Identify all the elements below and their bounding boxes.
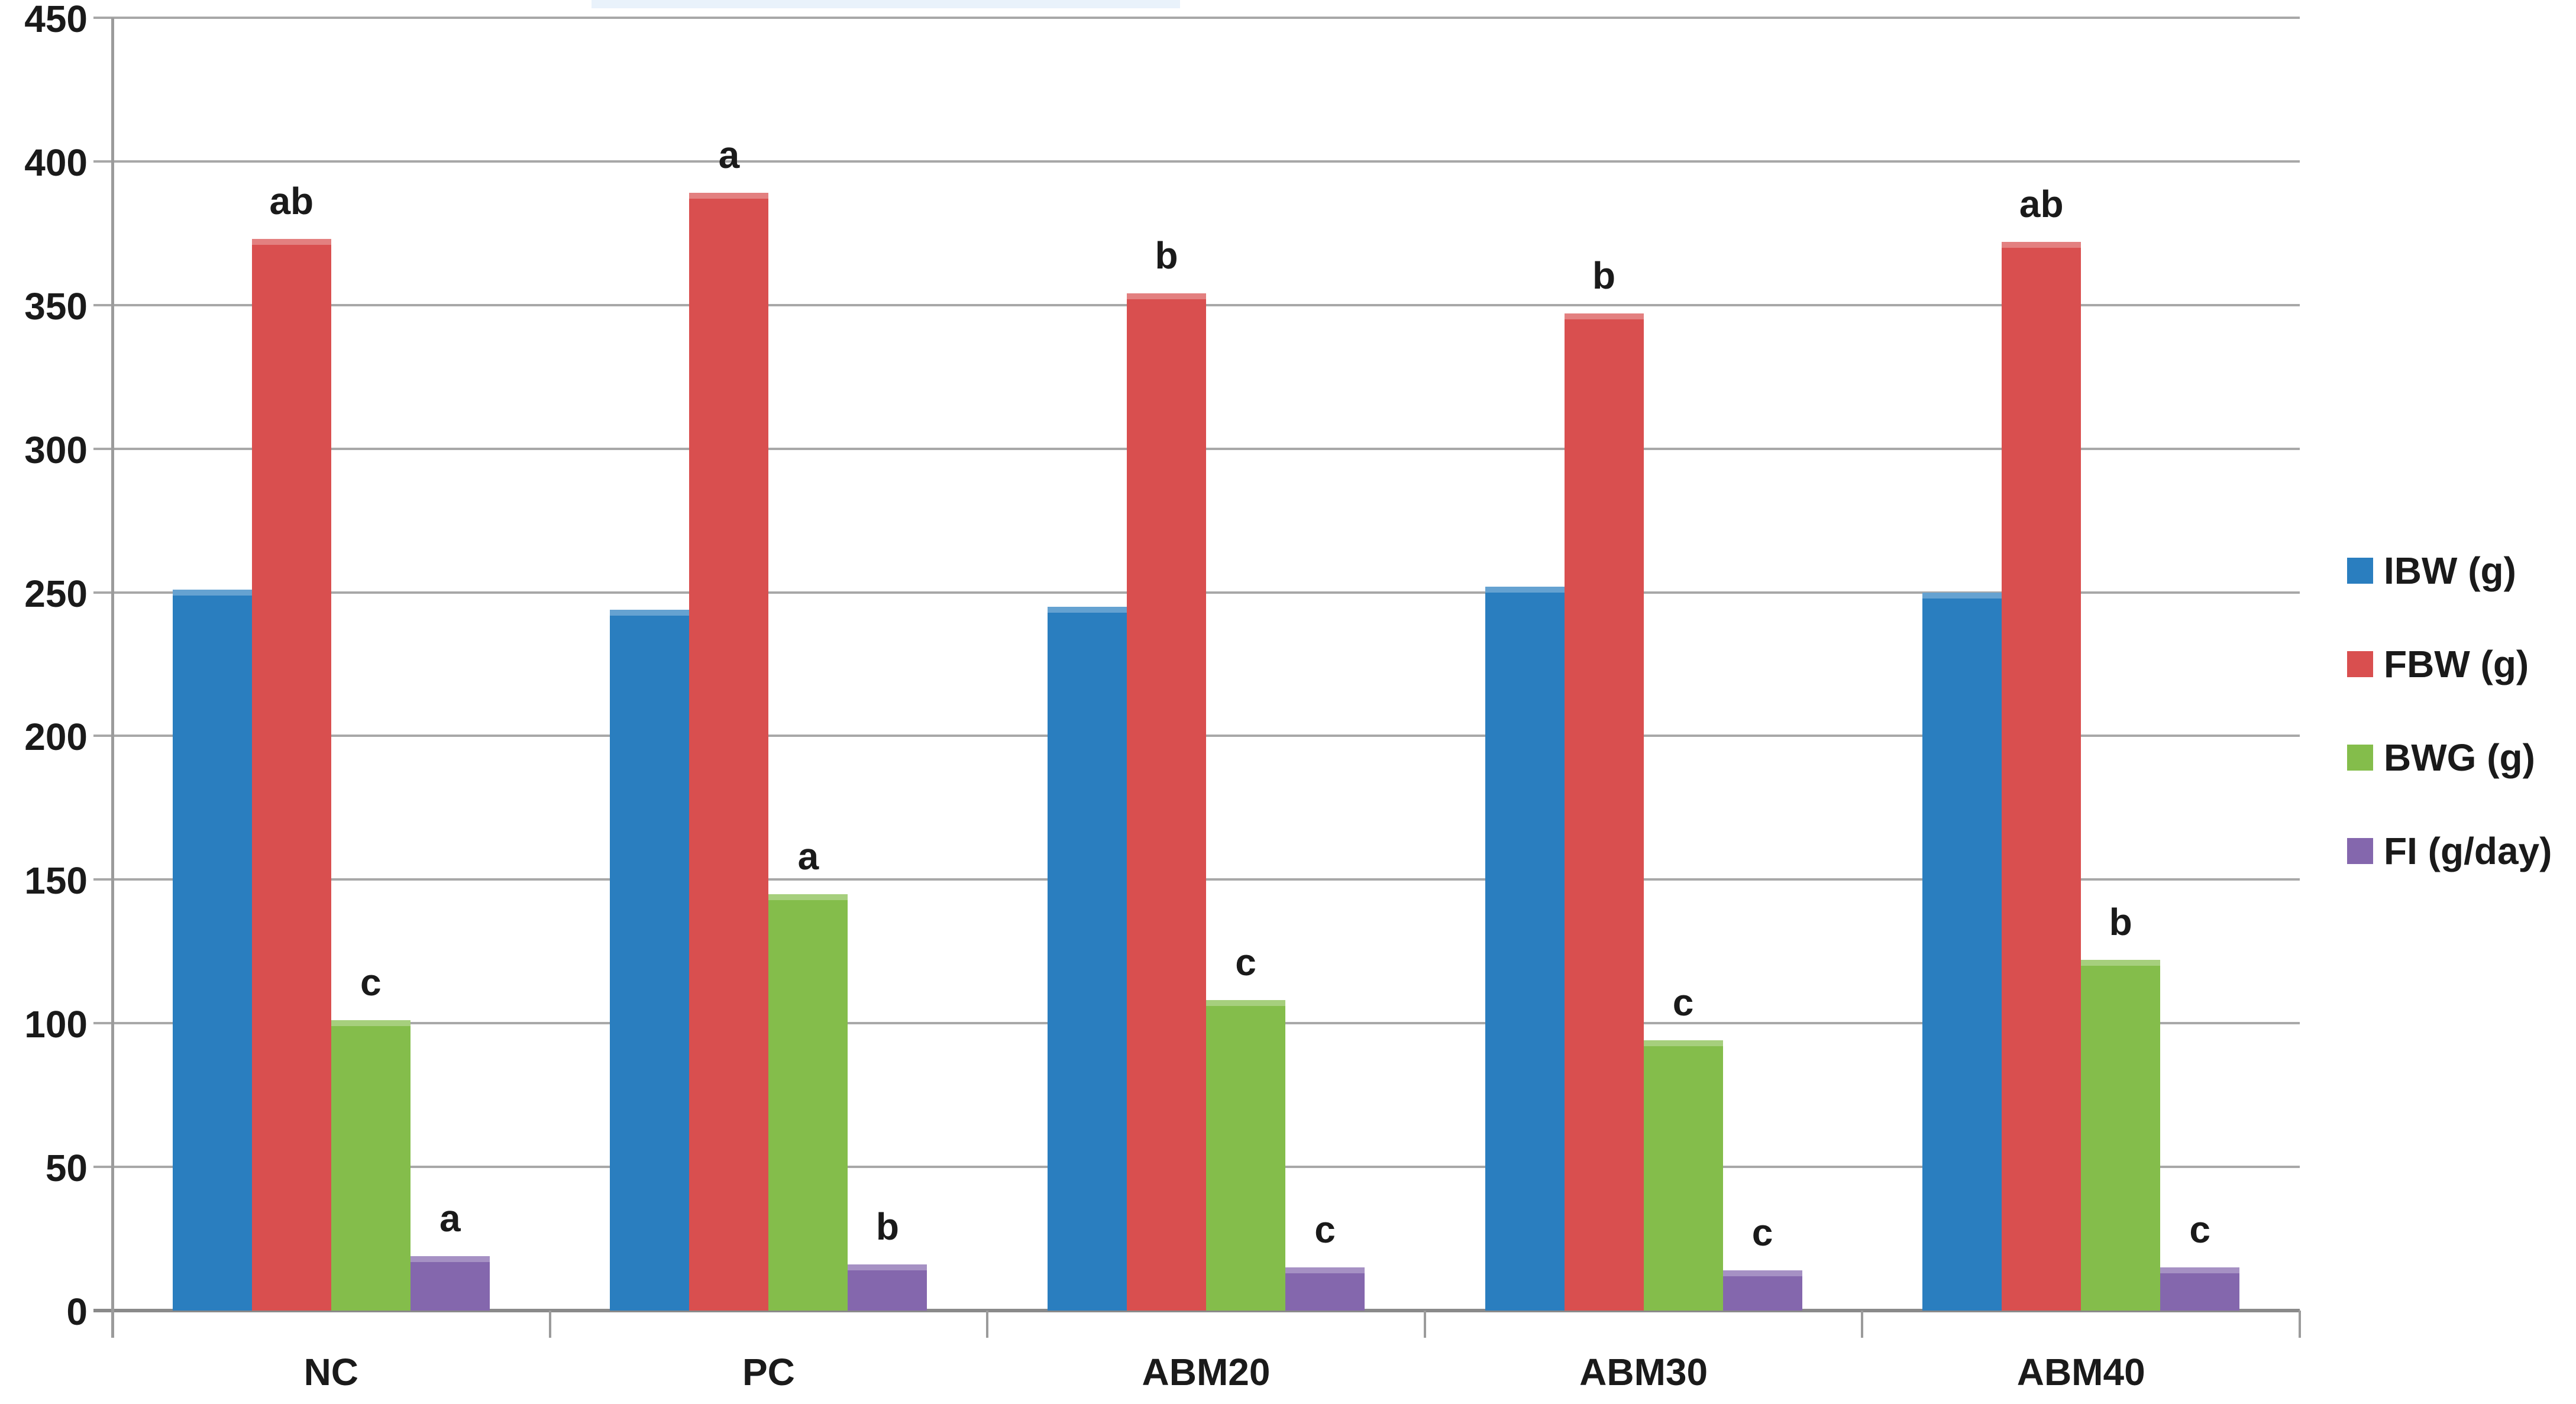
bar-top-highlight xyxy=(768,894,848,900)
y-tick-label-450: 450 xyxy=(24,0,88,40)
x-axis-tick-1 xyxy=(548,1311,551,1338)
gridline-400 xyxy=(93,160,2300,163)
y-tick-label-200: 200 xyxy=(24,716,88,759)
y-tick-label-250: 250 xyxy=(24,572,88,615)
x-axis-tick-2 xyxy=(986,1311,989,1338)
y-tick-label-400: 400 xyxy=(24,141,88,184)
x-label-PC: PC xyxy=(742,1351,795,1393)
legend-item-bwg: BWG (g) xyxy=(2347,738,2552,777)
sig-letter-bwg-PC: a xyxy=(797,834,819,878)
legend-swatch-bwg xyxy=(2347,745,2373,771)
gridline-0 xyxy=(93,1309,2300,1312)
bar-ibw-ABM30 xyxy=(1485,586,1565,1311)
x-label-ABM30: ABM30 xyxy=(1579,1351,1708,1393)
legend-item-fbw: FBW (g) xyxy=(2347,645,2552,684)
sig-letter-bwg-NC: c xyxy=(360,961,382,1004)
legend-swatch-ibw xyxy=(2347,558,2373,584)
bar-fbw-ABM20 xyxy=(1127,293,1206,1311)
legend-label-bwg: BWG (g) xyxy=(2384,736,2535,779)
bar-fi-ABM30 xyxy=(1722,1270,1802,1311)
bar-ibw-ABM20 xyxy=(1048,606,1127,1311)
legend-label-fi: FI (g/day) xyxy=(2384,830,2552,872)
bar-top-highlight xyxy=(410,1256,490,1262)
bar-ibw-ABM40 xyxy=(1922,592,2002,1311)
y-tick-label-50: 50 xyxy=(45,1147,88,1190)
bar-top-highlight xyxy=(172,589,252,596)
bar-top-highlight xyxy=(251,239,331,245)
top-highlight-strip xyxy=(592,0,1180,8)
bar-top-highlight xyxy=(1285,1267,1365,1274)
legend-swatch-fbw xyxy=(2347,651,2373,677)
y-tick-label-0: 0 xyxy=(66,1290,88,1333)
sig-letter-fbw-PC: a xyxy=(718,134,740,177)
bar-top-highlight xyxy=(1722,1270,1802,1276)
sig-letter-fbw-ABM40: ab xyxy=(2019,182,2064,225)
bar-top-highlight xyxy=(2002,241,2082,248)
y-tick-label-300: 300 xyxy=(24,428,88,471)
bar-top-highlight xyxy=(1643,1040,1723,1047)
sig-letter-fi-ABM30: c xyxy=(1751,1211,1773,1254)
bar-fi-PC xyxy=(848,1264,927,1311)
bar-fbw-NC xyxy=(251,239,331,1311)
bar-top-highlight xyxy=(1048,606,1127,613)
sig-letter-bwg-ABM30: c xyxy=(1672,981,1694,1024)
bar-fbw-ABM30 xyxy=(1564,313,1644,1311)
x-axis-tick-4 xyxy=(1861,1311,1864,1338)
sig-letter-fbw-NC: ab xyxy=(269,180,314,223)
x-label-ABM40: ABM40 xyxy=(2016,1351,2145,1393)
legend-label-ibw: IBW (g) xyxy=(2384,549,2516,592)
bar-top-highlight xyxy=(848,1264,927,1271)
bar-top-highlight xyxy=(331,1020,411,1027)
bar-bwg-ABM30 xyxy=(1643,1040,1723,1311)
legend-swatch-fi xyxy=(2347,838,2373,864)
bar-bwg-NC xyxy=(331,1020,411,1311)
bar-bwg-PC xyxy=(768,894,848,1311)
bar-top-highlight xyxy=(1206,1000,1285,1007)
sig-letter-bwg-ABM20: c xyxy=(1235,941,1256,984)
x-label-ABM20: ABM20 xyxy=(1142,1351,1271,1393)
bar-fi-ABM40 xyxy=(2160,1267,2240,1311)
y-tick-label-350: 350 xyxy=(24,284,88,328)
bar-fbw-PC xyxy=(689,193,769,1311)
bar-top-highlight xyxy=(1564,313,1644,320)
chart-legend: IBW (g) FBW (g) BWG (g) FI (g/day) xyxy=(2347,551,2552,925)
y-axis-line xyxy=(111,18,114,1338)
bar-ibw-NC xyxy=(172,589,252,1311)
y-tick-label-150: 150 xyxy=(24,859,88,902)
y-tick-label-100: 100 xyxy=(24,1003,88,1046)
sig-letter-fi-PC: b xyxy=(875,1205,899,1248)
bar-top-highlight xyxy=(610,609,690,616)
legend-label-fbw: FBW (g) xyxy=(2384,643,2529,685)
x-axis-tick-3 xyxy=(1423,1311,1426,1338)
x-label-NC: NC xyxy=(303,1351,359,1393)
legend-item-fi: FI (g/day) xyxy=(2347,832,2552,871)
legend-item-ibw: IBW (g) xyxy=(2347,551,2552,590)
sig-letter-bwg-ABM40: b xyxy=(2109,901,2132,944)
bar-top-highlight xyxy=(1127,293,1206,300)
bar-top-highlight xyxy=(689,193,769,199)
sig-letter-fi-NC: a xyxy=(439,1196,461,1240)
bar-top-highlight xyxy=(1922,592,2002,599)
bar-top-highlight xyxy=(2081,960,2161,966)
gridline-450 xyxy=(93,17,2300,19)
bar-ibw-PC xyxy=(610,609,690,1311)
sig-letter-fbw-ABM20: b xyxy=(1155,234,1178,277)
bar-fbw-ABM40 xyxy=(2002,241,2082,1311)
bar-fi-ABM20 xyxy=(1285,1267,1365,1311)
bar-bwg-ABM20 xyxy=(1206,1000,1285,1311)
x-axis-tick-5 xyxy=(2299,1311,2301,1338)
sig-letter-fi-ABM20: c xyxy=(1314,1208,1336,1251)
sig-letter-fi-ABM40: c xyxy=(2189,1208,2210,1251)
bar-fi-NC xyxy=(410,1256,490,1311)
bar-bwg-ABM40 xyxy=(2081,960,2161,1311)
sig-letter-fbw-ABM30: b xyxy=(1592,254,1616,297)
bar-top-highlight xyxy=(2160,1267,2240,1274)
bar-top-highlight xyxy=(1485,586,1565,593)
